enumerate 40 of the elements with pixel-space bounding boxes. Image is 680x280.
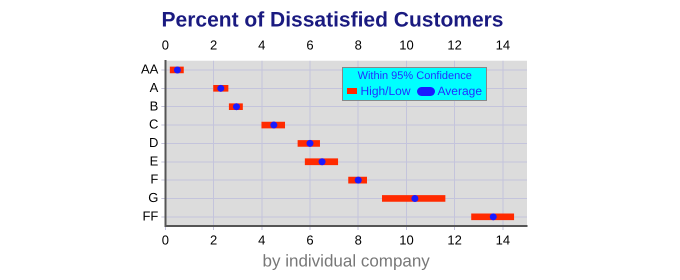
x-tick-label: 0 (162, 232, 169, 248)
x-tick-label: 12 (447, 232, 462, 248)
x-tick-label: 4 (258, 232, 266, 248)
y-tick-label: D (148, 134, 158, 150)
chart-title: Percent of Dissatisfied Customers (162, 8, 504, 32)
legend-title: Within 95% Confidence (356, 68, 473, 84)
point (354, 176, 362, 184)
y-tick-label: G (148, 190, 158, 206)
x2-tick-label: 14 (496, 38, 510, 53)
y-tick-label: B (150, 98, 158, 114)
y-tick-label: E (150, 153, 159, 168)
point (270, 122, 278, 129)
x-tick-label: 14 (496, 232, 510, 248)
point (217, 84, 224, 92)
y-tick-label: AA (141, 62, 159, 77)
legend-label: High/Low (360, 84, 411, 99)
legend-label: Average (438, 84, 482, 99)
point (232, 103, 240, 110)
y-tick-label: FF (142, 208, 158, 224)
bar (382, 195, 446, 202)
x2-tick-label: 0 (162, 38, 169, 53)
y-tick-label: F (150, 172, 158, 187)
y-tick-label: A (150, 80, 159, 95)
x2-tick-label: 6 (306, 38, 314, 53)
point (174, 66, 181, 74)
point (306, 140, 314, 147)
x2-tick-label: 8 (354, 38, 362, 53)
x2-tick-label: 4 (258, 38, 266, 53)
x-axis-title: by individual company (262, 251, 430, 270)
y-tick-label: C (148, 116, 158, 132)
x-tick-label: 2 (210, 232, 218, 248)
x-tick-label: 6 (306, 232, 314, 248)
point (411, 194, 418, 202)
x-tick-label: 8 (354, 232, 362, 248)
x2-tick-label: 12 (447, 38, 462, 53)
x-tick-label: 10 (399, 232, 414, 248)
point (490, 213, 497, 220)
point (318, 158, 326, 166)
x2-tick-label: 2 (210, 38, 218, 53)
x2-tick-label: 10 (399, 38, 414, 53)
